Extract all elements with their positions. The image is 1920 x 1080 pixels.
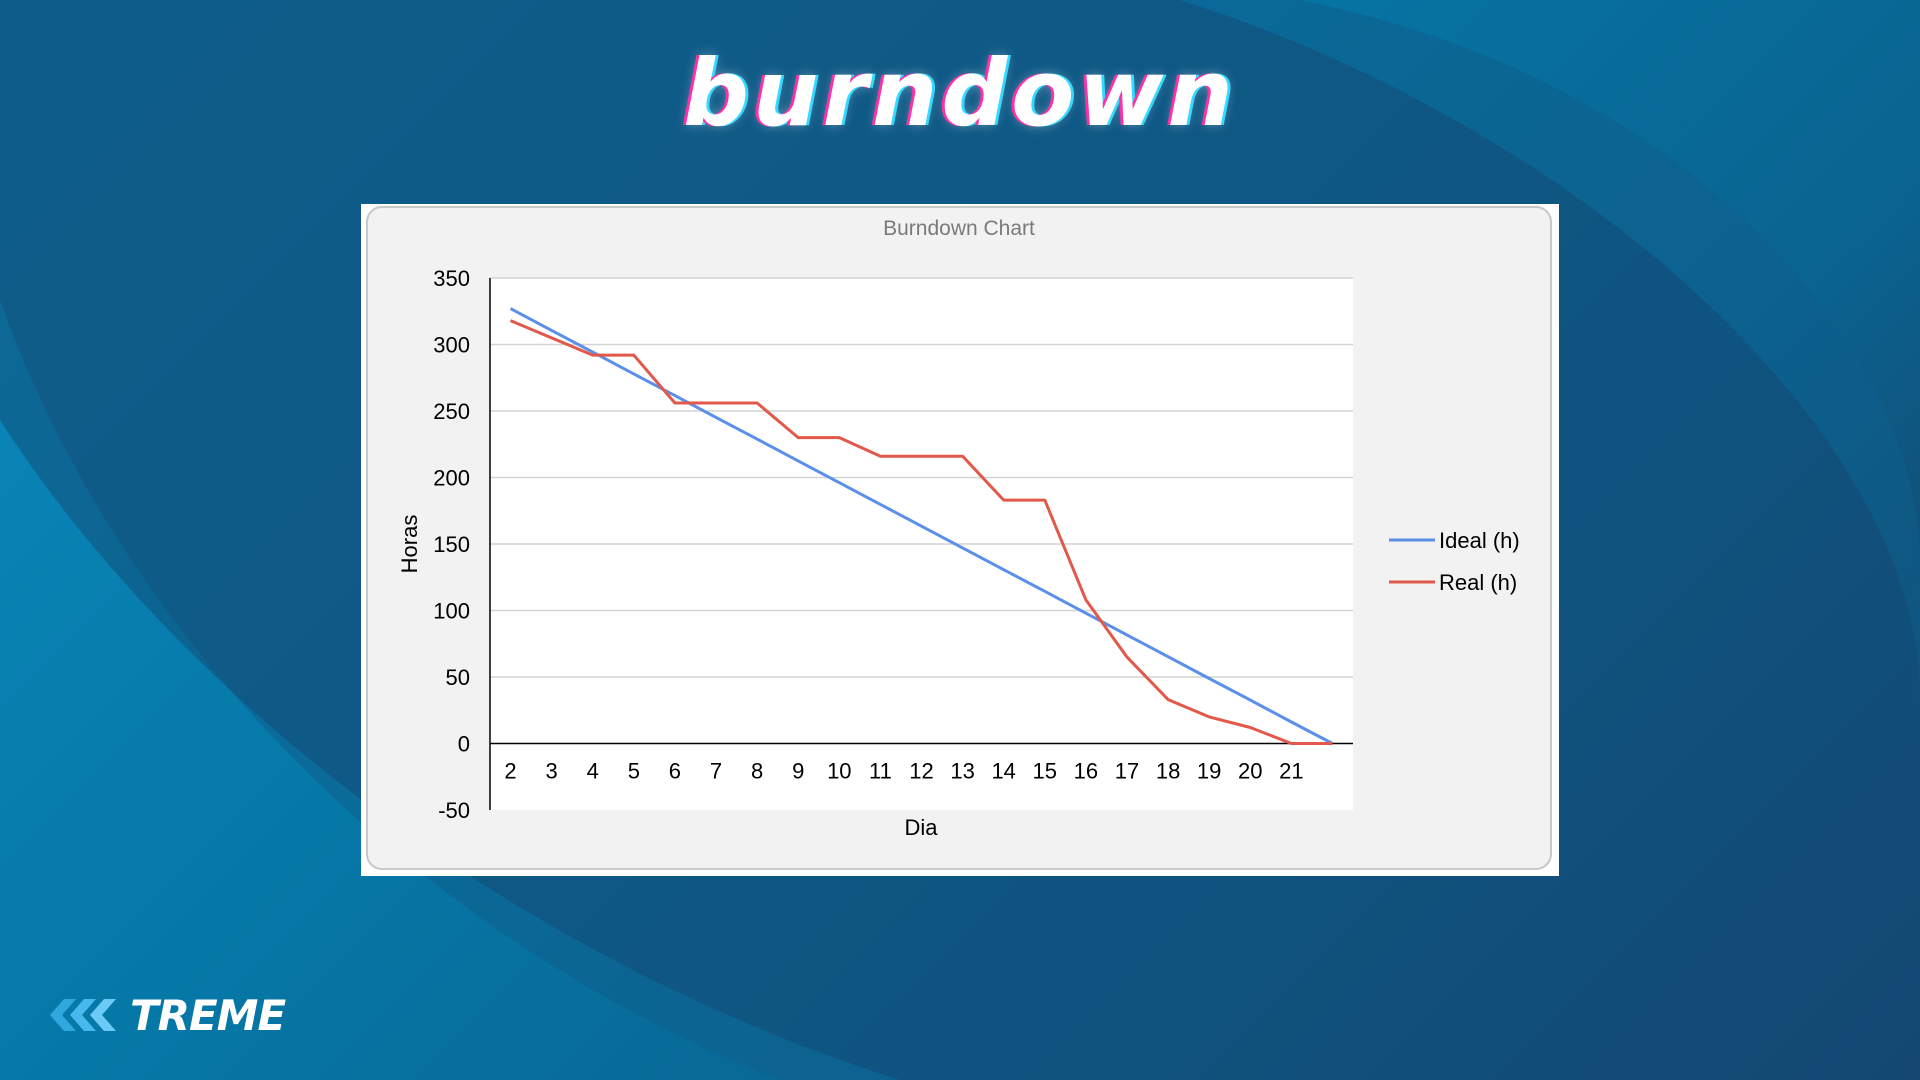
chart-frame: Burndown Chart -50 0 50 100 150 200 250 300 350 …	[361, 204, 1559, 876]
x-tick-label: 17	[1115, 759, 1139, 784]
x-tick-label: 8	[751, 759, 763, 784]
y-tick-label: 50	[446, 665, 470, 690]
axes	[489, 278, 1353, 810]
chevron-logo-icon	[50, 999, 116, 1031]
y-axis-label: Horas	[397, 515, 422, 574]
x-tick-labels: 2 3 4 5 6 7 8 9 10 11 12 13 14 15 16 17 18 19 20 21	[504, 759, 1303, 784]
burndown-chart: Burndown Chart -50050100150200250300350 …	[397, 217, 1520, 840]
xtreme-logo: TREME	[46, 990, 286, 1040]
legend-label: Real (h)	[1439, 570, 1517, 595]
legend-label: Ideal (h)	[1439, 528, 1520, 553]
series-line-ideal	[509, 307, 1334, 745]
x-tick-label: 5	[628, 759, 640, 784]
x-tick-label: 20	[1238, 759, 1262, 784]
x-tick-label: 12	[909, 759, 933, 784]
x-tick-label: 15	[1033, 759, 1057, 784]
x-tick-label: 3	[546, 759, 558, 784]
x-tick-label: 9	[792, 759, 804, 784]
logo-text: TREME	[130, 990, 286, 1040]
x-tick-label: 16	[1074, 759, 1098, 784]
y-tick-label: 250	[433, 399, 470, 424]
x-tick-label: 19	[1197, 759, 1221, 784]
x-tick-label: 13	[950, 759, 974, 784]
y-tick-label: -50	[438, 798, 470, 823]
x-tick-label: 6	[669, 759, 681, 784]
y-tick-label: 350	[433, 266, 470, 291]
x-tick-label: 2	[504, 759, 516, 784]
x-tick-label: 4	[587, 759, 599, 784]
series-line-real	[509, 319, 1333, 745]
x-tick-label: 10	[827, 759, 851, 784]
series-lines	[509, 307, 1334, 745]
x-tick-label: 7	[710, 759, 722, 784]
x-tick-label: 11	[869, 759, 892, 784]
y-tick-label: 200	[433, 466, 470, 491]
y-tick-label: 0	[458, 732, 470, 757]
y-tick-labels: -50 0 50 100 150 200 250 300 350	[433, 266, 470, 823]
grid-lines	[490, 277, 1353, 678]
y-tick-label: 300	[433, 333, 470, 358]
legend: Ideal (h) Real (h)	[1389, 528, 1520, 595]
y-tick-label: 100	[433, 599, 470, 624]
x-axis-label: Dia	[904, 815, 938, 840]
x-tick-label: 14	[991, 759, 1015, 784]
slide-title: burndown	[683, 40, 1237, 147]
x-tick-label: 18	[1156, 759, 1180, 784]
y-tick-label: 150	[433, 532, 470, 557]
x-tick-label: 21	[1279, 759, 1303, 784]
chart-title: Burndown Chart	[883, 217, 1035, 240]
